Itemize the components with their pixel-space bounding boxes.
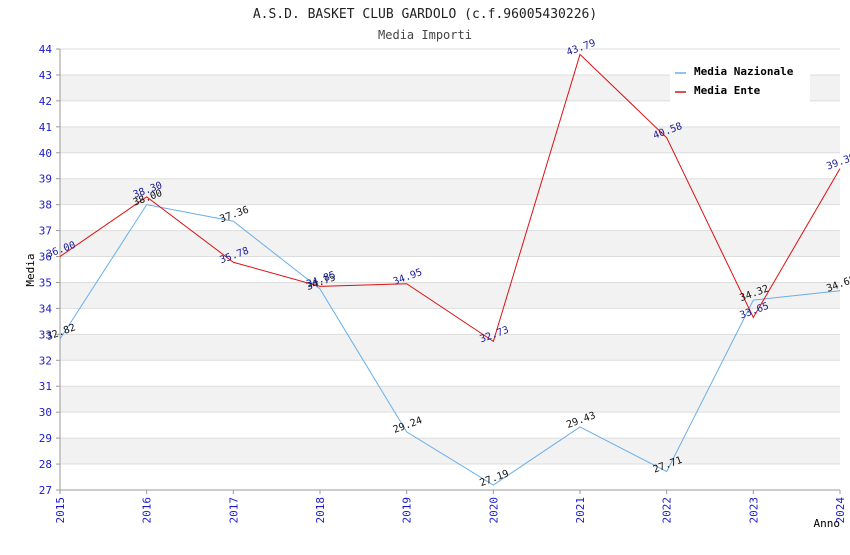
y-tick-label: 28 — [39, 458, 52, 471]
legend-label-nazionale: Media Nazionale — [694, 65, 794, 78]
x-tick-label: 2017 — [227, 497, 240, 524]
y-tick-label: 37 — [39, 225, 52, 238]
x-tick-label: 2018 — [314, 497, 327, 524]
y-tick-label: 31 — [39, 380, 52, 393]
series-line-ente — [59, 53, 841, 343]
y-tick-label: 40 — [39, 147, 52, 160]
y-tick-label: 43 — [39, 69, 52, 82]
y-tick-label: 42 — [39, 95, 52, 108]
y-tick-label: 27 — [39, 484, 52, 497]
x-tick-label: 2020 — [487, 497, 500, 523]
legend-label-ente: Media Ente — [694, 84, 761, 97]
legend-box — [670, 61, 810, 103]
y-tick-label: 34 — [39, 302, 53, 315]
x-tick-label: 2022 — [661, 497, 674, 524]
data-label: 39.39 — [825, 152, 850, 173]
grid-band — [60, 178, 840, 205]
y-tick-label: 44 — [39, 43, 53, 56]
y-tick-label: 38 — [39, 199, 52, 212]
x-tick-label: 2024 — [834, 497, 847, 524]
grid-bands — [60, 74, 840, 465]
series-line-nazionale — [59, 204, 841, 486]
x-tick-labels: 2015 2016 2017 2018 2019 2020 2021 2022 2023 2024 — [54, 490, 847, 524]
y-tick-label: 29 — [39, 432, 52, 445]
grid-band — [60, 282, 840, 309]
grid-band — [60, 438, 840, 465]
series-lines — [59, 53, 841, 486]
data-labels: 32.8238.0037.3634.7529.2427.1929.4327.71… — [45, 38, 850, 489]
y-tick-label: 33 — [39, 328, 52, 341]
grid-band — [60, 126, 840, 153]
y-tick-label: 32 — [39, 354, 52, 367]
x-tick-label: 2015 — [54, 497, 67, 524]
y-tick-label: 30 — [39, 406, 52, 419]
chart-title: A.S.D. BASKET CLUB GARDOLO (c.f.96005430… — [253, 7, 597, 22]
x-tick-label: 2016 — [141, 497, 154, 524]
legend: Media Nazionale Media Ente — [670, 61, 810, 103]
x-axis-label: Anno — [814, 517, 841, 530]
x-tick-label: 2023 — [747, 497, 760, 524]
x-tick-label: 2019 — [401, 497, 414, 524]
y-axis-label: Media — [24, 253, 37, 286]
x-tick-label: 2021 — [574, 497, 587, 524]
axes — [59, 49, 840, 491]
grid-band — [60, 230, 840, 257]
data-label: 27.19 — [478, 468, 510, 489]
grid-band — [60, 334, 840, 361]
y-tick-label: 35 — [39, 276, 52, 289]
y-tick-label: 36 — [39, 251, 52, 264]
grid-band — [60, 386, 840, 413]
y-tick-label: 39 — [39, 173, 52, 186]
y-tick-label: 41 — [39, 121, 52, 134]
chart-subtitle: Media Importi — [378, 28, 472, 42]
grid-lines — [56, 48, 840, 491]
y-tick-labels: 27 28 29 30 31 32 33 34 35 36 37 38 39 40 41 42 43 44 — [39, 43, 53, 497]
